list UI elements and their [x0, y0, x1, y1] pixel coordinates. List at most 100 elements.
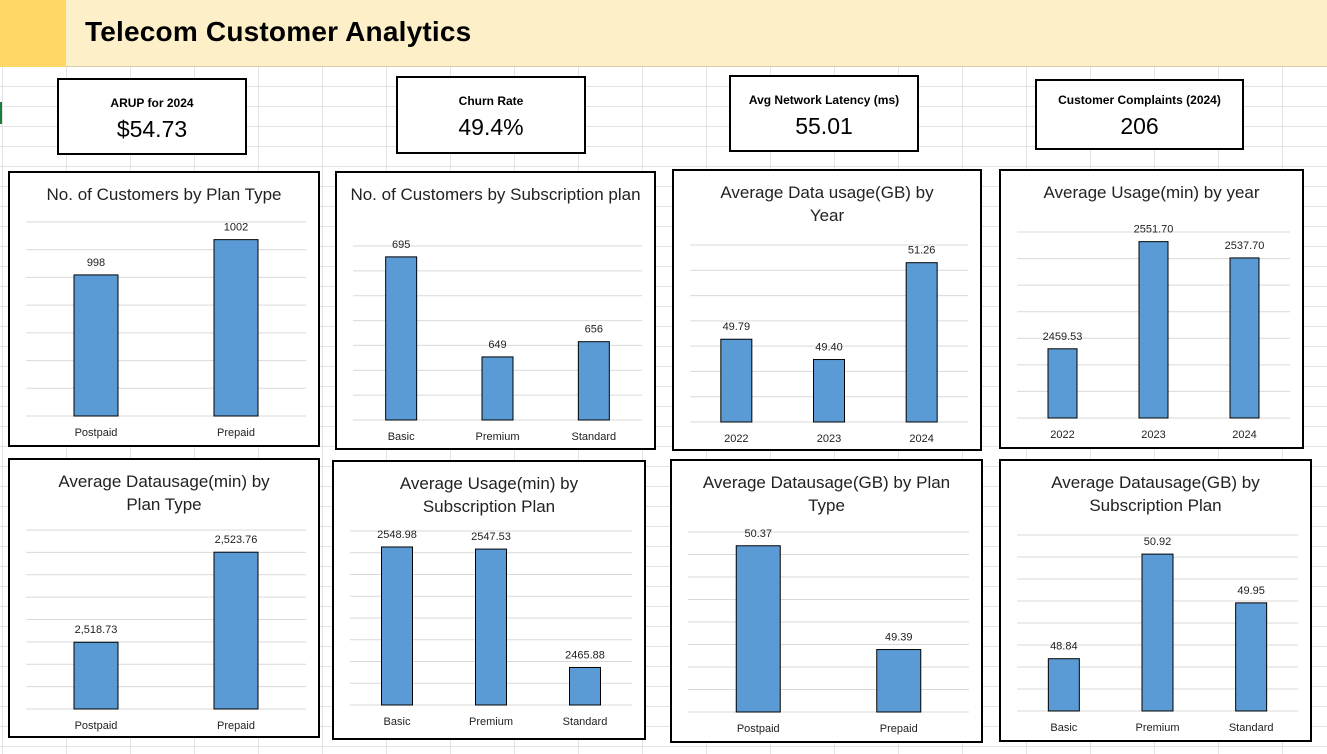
bar-premium[interactable]: [475, 548, 507, 706]
bar-2024[interactable]: [905, 262, 938, 423]
data-label: 2551.70: [1134, 224, 1174, 236]
chart-title: Average Data usage(GB) by Year: [720, 183, 934, 225]
category-label: 2023: [817, 433, 841, 445]
category-label: Prepaid: [880, 723, 918, 735]
kpi-card-churn-rate[interactable]: Churn Rate 49.4%: [396, 76, 586, 154]
bar-basic[interactable]: [381, 546, 413, 706]
data-label: 1002: [224, 222, 248, 234]
category-label: 2023: [1141, 429, 1165, 441]
category-label: Postpaid: [75, 427, 118, 439]
active-row-marker: [0, 102, 2, 124]
category-label: Standard: [572, 431, 617, 443]
category-label: 2022: [724, 433, 748, 445]
chart-title: Average Datausage(min) by Plan Type: [58, 472, 270, 514]
chart-plot: 49.79 2022 49.40 2023 51.26 2024: [690, 244, 968, 445]
bar-2022[interactable]: [1047, 348, 1078, 419]
data-label: 2537.70: [1225, 240, 1265, 252]
kpi-label: Avg Network Latency (ms): [748, 93, 900, 107]
bar-premium[interactable]: [481, 356, 514, 421]
chart-title: Average Datausage(GB) by Plan Type: [702, 473, 951, 515]
data-label: 2547.53: [471, 531, 511, 543]
chart-title: No. of Customers by Subscription plan: [350, 185, 641, 204]
kpi-value: $54.73: [116, 116, 188, 142]
data-label: 49.39: [885, 632, 913, 644]
category-label: Prepaid: [217, 427, 255, 439]
data-label: 2,523.76: [215, 534, 258, 546]
dashboard-title: Telecom Customer Analytics: [85, 16, 472, 47]
bar-2024[interactable]: [1229, 257, 1260, 419]
bar-standard[interactable]: [569, 666, 601, 706]
kpi-value: 206: [1120, 113, 1159, 139]
bar-prepaid[interactable]: [213, 239, 259, 417]
dashboard-header: Telecom Customer Analytics: [0, 0, 1327, 67]
kpi-card-network-latency[interactable]: Avg Network Latency (ms) 55.01: [729, 75, 919, 152]
bar-postpaid[interactable]: [73, 641, 119, 710]
data-label: 2459.53: [1043, 331, 1083, 343]
chart-usage-min-by-year[interactable]: Average Usage(min) by year 2459.53 2022 25…: [999, 169, 1304, 449]
data-label: 49.95: [1237, 585, 1265, 597]
bar-basic[interactable]: [1047, 658, 1080, 712]
data-label: 2548.98: [377, 529, 417, 541]
chart-plot: 998 Postpaid 1002 Prepaid: [26, 221, 306, 439]
kpi-label: ARUP for 2024: [110, 96, 194, 110]
bar-premium[interactable]: [1141, 553, 1174, 712]
category-label: Standard: [563, 716, 608, 728]
header-color-swatch: [0, 0, 66, 67]
bar-basic[interactable]: [385, 256, 418, 421]
category-label: Basic: [384, 716, 411, 728]
kpi-card-customer-complaints[interactable]: Customer Complaints (2024) 206: [1035, 79, 1244, 150]
category-label: 2022: [1050, 429, 1074, 441]
bar-2023[interactable]: [1138, 241, 1169, 419]
category-label: Premium: [475, 431, 519, 443]
category-label: Standard: [1229, 722, 1274, 734]
kpi-label: Customer Complaints (2024): [1058, 93, 1221, 107]
bar-postpaid[interactable]: [735, 545, 781, 713]
chart-datausage-gb-by-subscription-plan[interactable]: Average Datausage(GB) by Subscription Pl…: [999, 459, 1312, 742]
chart-plot: 695 Basic 649 Premium 656 Standard: [353, 239, 642, 443]
data-label: 50.92: [1144, 536, 1172, 548]
chart-customers-by-plan-type[interactable]: No. of Customers by Plan Type 998 Postpai…: [8, 171, 320, 447]
chart-datausage-gb-by-plan-type[interactable]: Average Datausage(GB) by Plan Type 50.37…: [670, 459, 983, 743]
data-label: 656: [585, 324, 603, 336]
chart-title: Average Usage(min) by Subscription Plan: [399, 474, 579, 516]
category-label: Premium: [1135, 722, 1179, 734]
chart-title: Average Datausage(GB) by Subscription Pl…: [1051, 473, 1260, 515]
category-label: Prepaid: [217, 720, 255, 732]
category-label: Basic: [1050, 722, 1077, 734]
bar-prepaid[interactable]: [213, 551, 259, 710]
data-label: 50.37: [744, 528, 772, 540]
chart-usage-min-by-subscription-plan[interactable]: Average Usage(min) by Subscription Plan …: [332, 460, 646, 740]
data-label: 48.84: [1050, 641, 1078, 653]
category-label: Postpaid: [75, 720, 118, 732]
chart-plot: 48.84 Basic 50.92 Premium 49.95 Standard: [1017, 534, 1298, 734]
category-label: Basic: [388, 431, 415, 443]
bar-prepaid[interactable]: [876, 649, 922, 713]
chart-plot: 2,518.73 Postpaid 2,523.76 Prepaid: [26, 529, 306, 732]
chart-datausage-min-by-plan-type[interactable]: Average Datausage(min) by Plan Type 2,51…: [8, 458, 320, 738]
chart-title: No. of Customers by Plan Type: [46, 185, 282, 204]
category-label: Premium: [469, 716, 513, 728]
category-label: 2024: [909, 433, 933, 445]
data-label: 51.26: [908, 245, 936, 257]
data-label: 695: [392, 239, 410, 251]
chart-customers-by-subscription-plan[interactable]: No. of Customers by Subscription plan 69…: [335, 171, 656, 450]
category-label: 2024: [1232, 429, 1256, 441]
chart-title: Average Usage(min) by year: [1043, 183, 1260, 202]
chart-plot: 2548.98 Basic 2547.53 Premium 2465.88 Standar…: [350, 529, 632, 728]
kpi-value: 55.01: [795, 113, 853, 139]
bar-standard[interactable]: [1235, 602, 1268, 712]
category-label: Postpaid: [737, 723, 780, 735]
chart-data-usage-by-year[interactable]: Average Data usage(GB) by Year 49.79 2022…: [672, 169, 982, 451]
data-label: 2,518.73: [75, 624, 118, 636]
data-label: 49.40: [815, 342, 843, 354]
bar-2023[interactable]: [813, 359, 845, 423]
bar-postpaid[interactable]: [73, 274, 119, 417]
data-label: 49.79: [723, 321, 751, 333]
chart-plot: 50.37 Postpaid 49.39 Prepaid: [688, 528, 969, 735]
data-label: 649: [488, 339, 506, 351]
data-label: 998: [87, 257, 105, 269]
kpi-value: 49.4%: [458, 114, 524, 140]
bar-2022[interactable]: [720, 338, 753, 423]
kpi-card-arup[interactable]: ARUP for 2024 $54.73: [57, 78, 247, 155]
bar-standard[interactable]: [577, 341, 610, 421]
